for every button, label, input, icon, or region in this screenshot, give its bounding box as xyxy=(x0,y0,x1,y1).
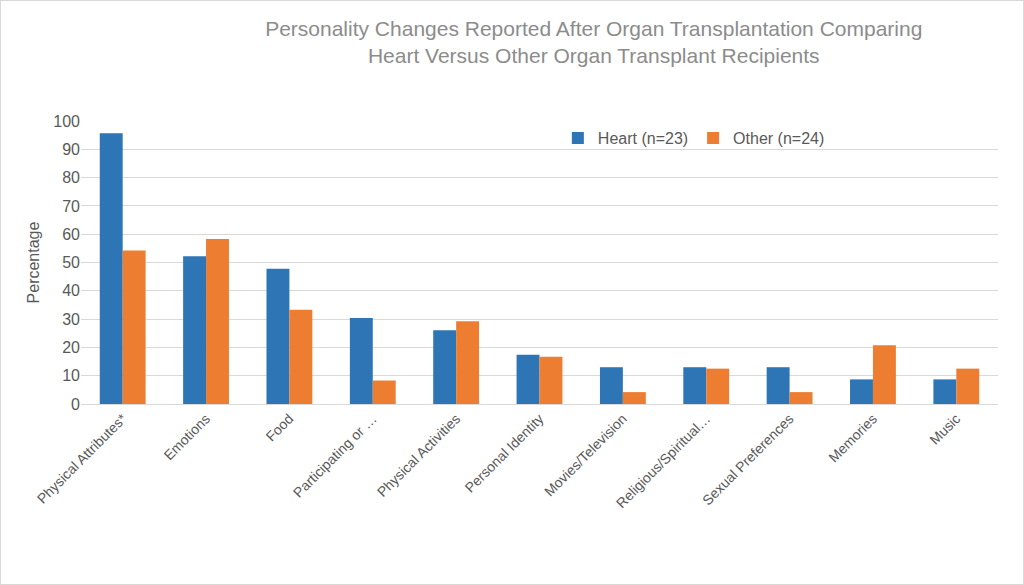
svg-text:Personal Identity: Personal Identity xyxy=(462,411,547,496)
svg-text:80: 80 xyxy=(62,169,80,186)
svg-text:50: 50 xyxy=(62,254,80,271)
svg-text:60: 60 xyxy=(62,226,80,243)
svg-text:Religious/Spiritual…: Religious/Spiritual… xyxy=(613,411,713,511)
svg-text:100: 100 xyxy=(53,113,80,130)
svg-text:70: 70 xyxy=(62,198,80,215)
svg-text:Personality Changes Reported A: Personality Changes Reported After Organ… xyxy=(265,17,922,67)
svg-text:Heart (n=23): Heart (n=23) xyxy=(598,130,688,147)
svg-text:20: 20 xyxy=(62,339,80,356)
svg-text:Percentage: Percentage xyxy=(25,221,42,303)
svg-text:Food: Food xyxy=(263,411,297,445)
svg-text:Physical Activities: Physical Activities xyxy=(374,411,463,500)
svg-text:30: 30 xyxy=(62,311,80,328)
svg-text:Music: Music xyxy=(926,411,963,448)
svg-text:Sexual Preferences: Sexual Preferences xyxy=(699,411,797,509)
svg-text:Emotions: Emotions xyxy=(161,411,214,464)
svg-text:40: 40 xyxy=(62,282,80,299)
svg-text:0: 0 xyxy=(71,396,80,413)
svg-text:Movies/Television: Movies/Television xyxy=(541,411,630,500)
svg-text:90: 90 xyxy=(62,141,80,158)
svg-text:Participating or …: Participating or … xyxy=(290,411,380,501)
svg-text:10: 10 xyxy=(62,367,80,384)
svg-text:Memories: Memories xyxy=(825,411,880,466)
svg-text:Physical Attributes*: Physical Attributes* xyxy=(34,410,130,506)
svg-text:Other (n=24): Other (n=24) xyxy=(733,130,824,147)
